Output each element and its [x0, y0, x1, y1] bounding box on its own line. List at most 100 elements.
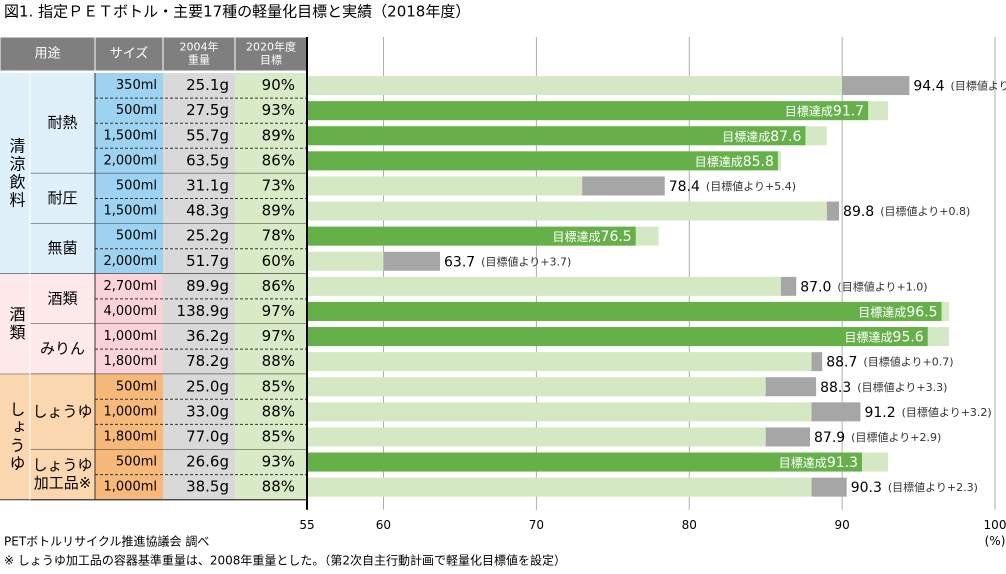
footnote: ※ しょうゆ加工品の容器基準重量は、2008年重量とした。（第2次自主行動計画で…: [4, 553, 566, 568]
weight-cell: [163, 248, 235, 274]
size-text: 350ml: [116, 78, 157, 93]
target-text: 97%: [262, 302, 295, 320]
x-axis-unit: (%): [985, 534, 1006, 548]
header-text: サイズ: [110, 46, 149, 62]
achieved-label: 目標達成95.6: [845, 330, 924, 346]
subgroup-label: 耐熱: [47, 114, 77, 132]
size-text: 1,500ml: [104, 204, 158, 219]
weight-cell: [163, 474, 235, 500]
weight-cell: [163, 198, 235, 224]
target-cell: [235, 449, 307, 475]
value-label: 96.5: [906, 304, 937, 320]
weight-text: 27.5g: [186, 101, 229, 119]
achieved-note: 目標達成: [785, 104, 833, 118]
weight-cell: [163, 223, 235, 249]
header-text: 用途: [34, 46, 60, 62]
excess-bar: [582, 176, 665, 196]
size-cell: [95, 173, 163, 199]
header-text: 目標: [260, 53, 282, 67]
excess-note: (目標値より+3.2): [902, 405, 992, 419]
size-cell: [95, 449, 163, 475]
target-text: 60%: [262, 252, 295, 270]
weight-cell: [163, 73, 235, 99]
value-label: 87.9: [814, 430, 845, 446]
target-bar: [308, 377, 766, 397]
subgroup-cell: [30, 223, 95, 274]
target-cell: [235, 198, 307, 224]
size-text: 4,000ml: [104, 304, 158, 319]
value-label: 89.8: [843, 204, 874, 220]
target-text: 90%: [262, 76, 295, 94]
size-text: 1,500ml: [104, 128, 158, 143]
size-cell: [95, 374, 163, 400]
weight-text: 55.7g: [186, 126, 229, 144]
achieved-note: 目標達成: [553, 230, 601, 244]
size-cell: [95, 248, 163, 274]
target-text: 86%: [262, 151, 295, 169]
target-cell: [235, 324, 307, 350]
target-text: 88%: [262, 402, 295, 420]
weight-cell: [163, 123, 235, 149]
x-tick-label: 70: [529, 518, 544, 532]
excess-bar: [811, 402, 861, 422]
achieved-note: 目標達成: [722, 129, 770, 143]
excess-note: (目標値より+3.3): [857, 380, 947, 394]
header-cell: [234, 36, 308, 72]
size-cell: [95, 198, 163, 224]
target-cell: [235, 273, 307, 299]
target-cell: [235, 123, 307, 149]
achieved-note: 目標達成: [695, 154, 743, 168]
value-label: 78.4: [669, 179, 700, 195]
excess-note: (目標値より+2.3): [888, 480, 978, 494]
group-cell: [0, 73, 30, 274]
size-cell: [95, 73, 163, 99]
subgroup-cell: [30, 324, 95, 375]
weight-cell: [163, 173, 235, 199]
subgroup-label: 無菌: [47, 239, 77, 257]
size-text: 1,800ml: [104, 429, 158, 444]
size-cell: [95, 349, 163, 375]
excess-bar: [765, 427, 811, 447]
source: PETボトルリサイクル推進協議会 調べ: [4, 534, 209, 549]
target-bar: [308, 276, 781, 296]
excess-note: (目標値より+0.7): [863, 355, 953, 369]
value-label: 85.8: [743, 154, 774, 170]
achieved-label: 目標達成91.3: [779, 455, 858, 471]
header-text: 2004年: [180, 40, 219, 54]
actual-bar: [308, 301, 942, 321]
achieved-label: 目標達成91.7: [785, 104, 864, 120]
size-cell: [95, 324, 163, 350]
target-bar: [308, 477, 812, 497]
size-cell: [95, 223, 163, 249]
value-label: 88.3: [820, 380, 851, 396]
value-label: 63.7: [444, 254, 475, 270]
x-tick-label: 55: [299, 518, 314, 532]
excess-bar: [765, 377, 817, 397]
subgroup-label: しょうゆ: [32, 402, 92, 420]
target-cell: [235, 173, 307, 199]
weight-text: 51.7g: [186, 252, 229, 270]
target-cell: [235, 374, 307, 400]
subgroup-cell: [30, 273, 95, 324]
excess-note: (目標値より+1.0): [837, 279, 927, 293]
excess-bar: [826, 201, 840, 221]
size-text: 2,000ml: [104, 254, 158, 269]
target-cell: [235, 474, 307, 500]
target-cell: [235, 223, 307, 249]
achieved-note: 目標達成: [845, 330, 893, 344]
target-bar: [308, 352, 812, 372]
target-cell: [235, 349, 307, 375]
value-label: 91.2: [864, 405, 895, 421]
target-text: 89%: [262, 126, 295, 144]
subgroup-cell: [30, 73, 95, 174]
target-text: 78%: [262, 227, 295, 245]
target-text: 86%: [262, 277, 295, 295]
excess-bar: [780, 276, 797, 296]
group-cell: [0, 273, 30, 375]
target-bar: [308, 251, 384, 271]
target-bar: [308, 76, 843, 96]
weight-text: 38.5g: [186, 478, 229, 496]
header-text: 重量: [188, 53, 210, 67]
value-label: 76.5: [601, 229, 632, 245]
target-text: 89%: [262, 202, 295, 220]
